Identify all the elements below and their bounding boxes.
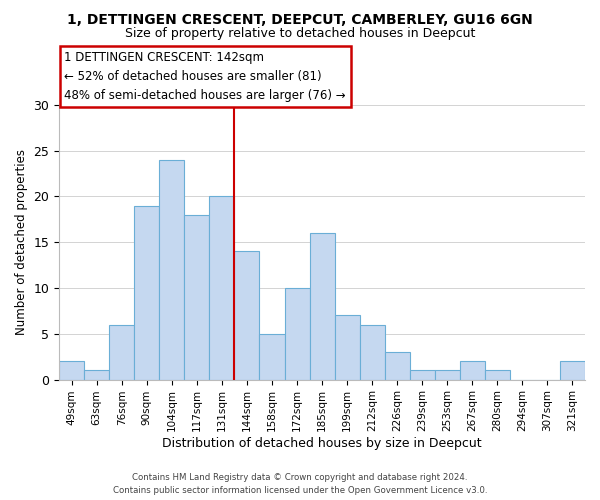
Bar <box>359 324 385 380</box>
Bar <box>84 370 109 380</box>
Text: Contains HM Land Registry data © Crown copyright and database right 2024.
Contai: Contains HM Land Registry data © Crown c… <box>113 474 487 495</box>
Text: 1, DETTINGEN CRESCENT, DEEPCUT, CAMBERLEY, GU16 6GN: 1, DETTINGEN CRESCENT, DEEPCUT, CAMBERLE… <box>67 12 533 26</box>
Bar <box>59 362 84 380</box>
Text: Size of property relative to detached houses in Deepcut: Size of property relative to detached ho… <box>125 28 475 40</box>
Bar <box>410 370 435 380</box>
Bar <box>335 316 359 380</box>
Bar <box>435 370 460 380</box>
Bar <box>385 352 410 380</box>
Bar <box>259 334 284 380</box>
Bar <box>460 362 485 380</box>
Bar <box>184 214 209 380</box>
Bar <box>310 233 335 380</box>
Bar <box>209 196 235 380</box>
Bar <box>560 362 585 380</box>
Bar <box>109 324 134 380</box>
X-axis label: Distribution of detached houses by size in Deepcut: Distribution of detached houses by size … <box>162 437 482 450</box>
Bar <box>485 370 510 380</box>
Bar <box>160 160 184 380</box>
Bar <box>235 252 259 380</box>
Bar <box>284 288 310 380</box>
Bar <box>134 206 160 380</box>
Y-axis label: Number of detached properties: Number of detached properties <box>15 149 28 335</box>
Text: 1 DETTINGEN CRESCENT: 142sqm
← 52% of detached houses are smaller (81)
48% of se: 1 DETTINGEN CRESCENT: 142sqm ← 52% of de… <box>64 51 346 102</box>
